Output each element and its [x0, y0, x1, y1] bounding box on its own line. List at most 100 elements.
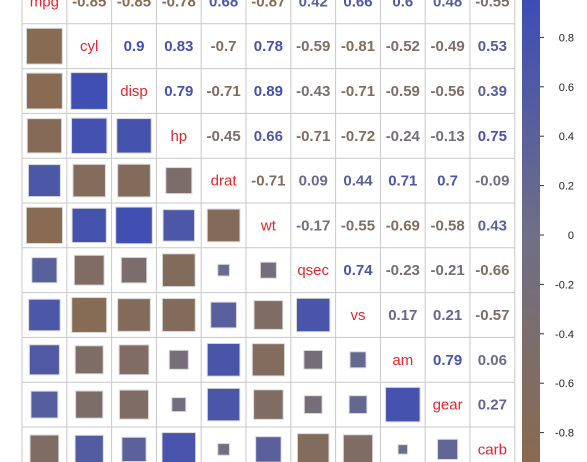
corr-square-disp-cyl [70, 72, 109, 110]
corr-square-am-mpg [28, 344, 60, 376]
corr-square-drat-hp [165, 167, 193, 195]
variable-label-am: am [392, 352, 413, 369]
corr-value-disp-qsec: -0.43 [296, 83, 330, 100]
corr-value-drat-carb: -0.09 [475, 173, 509, 190]
legend-tick-label: 0.4 [559, 131, 574, 143]
corr-square-vs-mpg [28, 298, 61, 332]
corr-square-wt-cyl [71, 207, 107, 244]
corr-value-cyl-am: -0.52 [386, 38, 420, 55]
corr-value-cyl-hp: 0.83 [164, 38, 193, 55]
corr-value-wt-am: -0.69 [386, 217, 420, 234]
corr-value-hp-drat: -0.45 [206, 128, 240, 145]
corr-value-cyl-wt: 0.78 [254, 38, 283, 55]
corr-value-mpg-drat: 0.68 [209, 0, 238, 10]
corr-value-mpg-disp: -0.85 [117, 0, 151, 10]
corr-value-am-carb: 0.06 [478, 352, 507, 369]
corr-value-hp-vs: -0.72 [341, 128, 375, 145]
corr-square-qsec-drat [217, 263, 230, 277]
corr-square-carb-wt [255, 436, 282, 462]
corr-square-drat-disp [117, 163, 151, 198]
corr-value-wt-vs: -0.55 [341, 217, 375, 234]
corr-value-cyl-carb: 0.53 [478, 38, 507, 55]
corr-square-hp-cyl [71, 117, 108, 154]
corr-square-disp-mpg [26, 72, 63, 110]
corr-square-hp-disp [116, 118, 152, 154]
legend-tick-label: 0.2 [559, 181, 574, 193]
corr-value-hp-wt: 0.66 [254, 128, 283, 145]
variable-label-drat: drat [211, 173, 238, 190]
corr-square-vs-wt [253, 300, 284, 330]
corr-square-carb-disp [121, 436, 147, 462]
corr-value-cyl-qsec: -0.59 [296, 38, 330, 55]
corr-value-qsec-am: -0.23 [386, 262, 420, 279]
corr-square-gear-cyl [75, 390, 104, 419]
legend-tick-label: -0.4 [555, 329, 574, 341]
corr-square-carb-qsec [296, 433, 330, 462]
corr-square-vs-hp [161, 298, 196, 332]
corr-value-disp-drat: -0.71 [206, 83, 240, 100]
corr-value-mpg-wt: -0.87 [251, 0, 285, 10]
corr-square-wt-disp [115, 206, 153, 245]
corr-square-gear-hp [171, 397, 187, 413]
corr-square-wt-hp [162, 209, 196, 242]
corr-value-hp-am: -0.24 [386, 128, 421, 145]
corr-value-cyl-vs: -0.81 [341, 38, 375, 55]
corr-square-carb-vs [342, 434, 374, 462]
legend-tick-label: -0.8 [555, 428, 574, 440]
legend-tick-label: 0 [568, 230, 574, 242]
corr-square-hp-mpg [26, 118, 63, 154]
variable-label-gear: gear [433, 397, 463, 414]
corr-value-drat-qsec: 0.09 [299, 173, 328, 190]
corr-square-gear-disp [118, 389, 150, 420]
corr-square-am-vs [349, 351, 367, 369]
corr-square-gear-qsec [303, 395, 323, 414]
corr-value-hp-carb: 0.75 [478, 128, 507, 145]
corr-value-drat-vs: 0.44 [343, 173, 373, 190]
corr-square-gear-wt [253, 389, 284, 420]
corr-square-carb-hp [161, 432, 197, 462]
corr-square-qsec-hp [161, 253, 196, 288]
variable-label-vs: vs [351, 307, 366, 324]
corr-square-carb-mpg [29, 434, 60, 462]
corr-value-vs-gear: 0.21 [433, 307, 462, 324]
corr-value-mpg-carb: -0.55 [475, 0, 509, 10]
corr-square-qsec-cyl [73, 254, 105, 286]
corr-square-carb-gear [437, 438, 459, 460]
corr-value-disp-wt: 0.89 [254, 83, 283, 100]
corr-value-drat-am: 0.71 [388, 173, 417, 190]
corr-square-am-qsec [303, 349, 324, 370]
corr-square-gear-mpg [30, 390, 59, 419]
corr-value-cyl-disp: 0.9 [124, 38, 145, 55]
corr-square-vs-drat [210, 301, 237, 329]
corr-value-qsec-gear: -0.21 [430, 262, 464, 279]
variable-label-carb: carb [478, 441, 507, 458]
corr-value-vs-carb: -0.57 [475, 307, 509, 324]
color-legend-bar [522, 0, 540, 462]
corr-value-drat-gear: 0.7 [437, 173, 458, 190]
corr-square-cyl-mpg [26, 27, 63, 65]
corr-square-wt-drat [206, 208, 241, 243]
corr-value-disp-vs: -0.71 [341, 83, 375, 100]
corr-value-mpg-hp: -0.78 [162, 0, 196, 10]
legend-tick-label: 0.8 [559, 32, 574, 44]
legend-tick-label: -0.6 [555, 378, 574, 390]
corr-square-vs-disp [117, 298, 151, 332]
legend-tick-label: -0.2 [555, 279, 574, 291]
corr-square-am-cyl [74, 345, 104, 375]
corr-square-am-wt [251, 343, 286, 377]
corr-square-carb-cyl [74, 434, 104, 462]
variable-label-disp: disp [120, 83, 148, 100]
variable-label-qsec: qsec [297, 262, 329, 279]
corr-value-qsec-vs: 0.74 [343, 262, 373, 279]
corr-value-hp-qsec: -0.71 [296, 128, 330, 145]
corr-square-gear-am [385, 386, 421, 423]
corr-value-mpg-vs: 0.66 [343, 0, 372, 10]
corr-value-mpg-cyl: -0.85 [72, 0, 106, 10]
variable-label-wt: wt [260, 217, 277, 234]
corr-square-am-disp [118, 344, 150, 376]
corr-value-wt-qsec: -0.17 [296, 217, 330, 234]
corr-value-disp-carb: 0.39 [478, 83, 507, 100]
corr-square-vs-cyl [71, 297, 108, 333]
corr-square-qsec-disp [120, 256, 148, 284]
